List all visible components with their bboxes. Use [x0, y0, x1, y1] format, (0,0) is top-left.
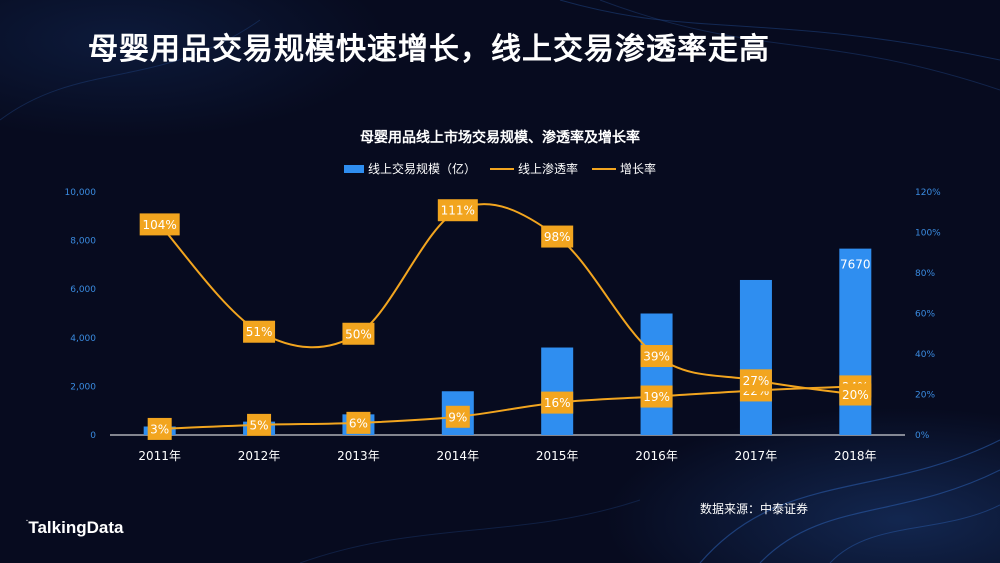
logo-mark: ·	[26, 518, 29, 525]
x-tick-label: 2017年	[735, 449, 778, 463]
line-data-label-growth: 51%	[246, 325, 273, 339]
legend-item-bar: 线上交易规模（亿）	[343, 160, 476, 177]
line-data-label-growth-box	[739, 369, 772, 392]
legend-item-growth: 增长率	[592, 160, 656, 177]
logo-text: TalkingData	[28, 518, 124, 537]
y-right-tick-label: 80%	[915, 269, 935, 279]
y-right-tick-label: 120%	[915, 188, 941, 198]
x-tick-label: 2015年	[536, 449, 579, 463]
y-left-tick-label: 6,000	[70, 285, 96, 295]
y-right-tick-label: 40%	[915, 350, 935, 360]
y-left-tick-label: 0	[90, 431, 96, 441]
line-data-label-penetration-box	[147, 417, 172, 440]
y-right-tick-label: 100%	[915, 229, 941, 239]
x-tick-label: 2014年	[437, 449, 480, 463]
legend-label-bar: 线上交易规模（亿）	[367, 162, 476, 176]
line-data-label-growth: 98%	[544, 230, 571, 244]
slide-title: 母婴用品交易规模快速增长，线上交易渗透率走高	[88, 32, 770, 67]
y-left-tick-label: 2,000	[70, 382, 96, 392]
line-data-label-penetration: 16%	[544, 396, 571, 410]
line-data-label-growth-box	[541, 225, 574, 248]
line-data-label-growth: 111%	[441, 204, 475, 218]
data-source: 数据来源：中泰证券	[700, 502, 809, 516]
y-left-tick-label: 10,000	[65, 188, 97, 198]
x-tick-label: 2018年	[834, 449, 877, 463]
line-data-label-growth-box	[839, 383, 872, 406]
legend-swatch-bar	[343, 164, 364, 173]
line-data-label-growth: 50%	[345, 327, 372, 341]
line-data-label-growth-box	[342, 322, 375, 345]
x-tick-label: 2012年	[238, 449, 281, 463]
legend-item-penetration: 线上渗透率	[489, 160, 578, 177]
y-right-tick-label: 0%	[915, 431, 930, 441]
y-left-tick-label: 4,000	[70, 334, 96, 344]
line-data-label-penetration-box	[640, 385, 673, 408]
y-left-tick-label: 8,000	[70, 237, 96, 247]
x-tick-label: 2016年	[635, 449, 678, 463]
legend-label-growth: 增长率	[620, 162, 657, 176]
legend-label-penetration: 线上渗透率	[517, 162, 578, 176]
x-tick-label: 2013年	[337, 449, 380, 463]
bar	[839, 248, 872, 435]
line-data-label-penetration: 3%	[150, 422, 169, 436]
line-data-label-penetration: 9%	[448, 410, 467, 424]
legend-swatch-growth	[592, 167, 616, 170]
line-data-label-penetration: 6%	[349, 416, 368, 430]
line-data-label-penetration-box	[346, 411, 371, 434]
bar-data-label: 7670	[840, 258, 871, 272]
line-data-label-growth-box	[243, 320, 276, 343]
bar	[541, 347, 574, 435]
line-data-label-growth-box	[437, 199, 478, 222]
x-tick-label: 2011年	[138, 449, 181, 463]
line-data-label-growth: 39%	[643, 350, 670, 364]
line-data-label-penetration: 19%	[643, 390, 670, 404]
y-right-tick-label: 20%	[915, 391, 935, 401]
talkingdata-logo: ·TalkingData	[26, 518, 123, 538]
chart-title: 母婴用品线上市场交易规模、渗透率及增长率	[360, 130, 640, 146]
line-data-label-penetration: 5%	[250, 418, 269, 432]
line-data-label-growth-box	[139, 213, 180, 236]
line-data-label-penetration-box	[247, 413, 272, 436]
chart-legend: 线上交易规模（亿） 线上渗透率 增长率	[0, 160, 1000, 177]
y-right-tick-label: 60%	[915, 310, 935, 320]
bar	[640, 313, 673, 435]
bar	[739, 279, 772, 435]
line-data-label-penetration-box	[541, 391, 574, 414]
line-data-label-growth: 20%	[842, 388, 869, 402]
line-data-label-growth: 27%	[743, 374, 770, 388]
line-data-label-growth-box	[640, 345, 673, 368]
line-data-label-growth: 104%	[143, 218, 177, 232]
legend-swatch-penetration	[489, 167, 514, 170]
line-data-label-penetration-box	[445, 405, 470, 428]
